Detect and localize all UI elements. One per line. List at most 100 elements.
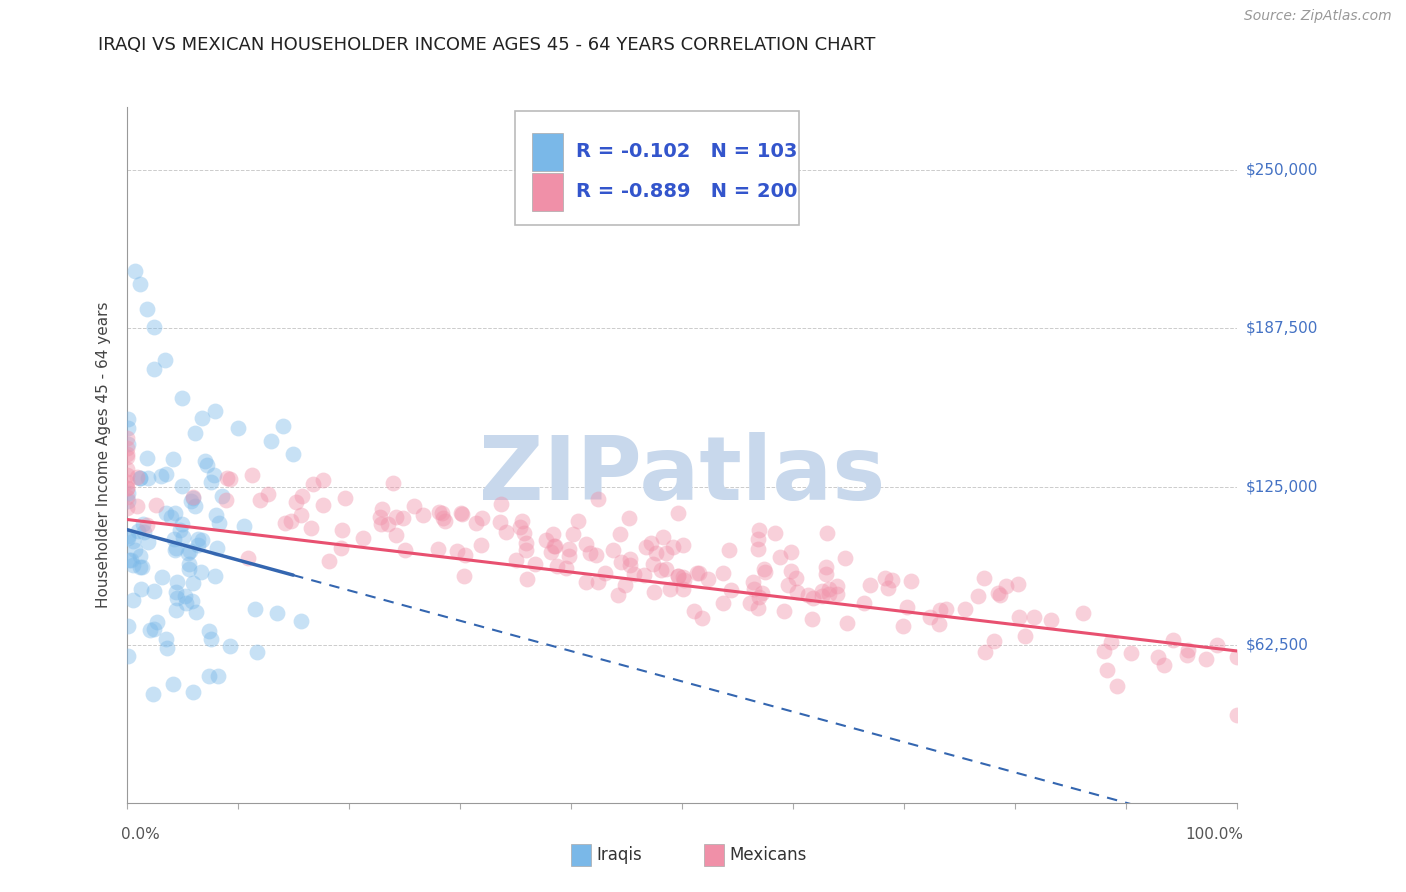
- Point: [191, 533, 214, 548]
- Point: [593, 566, 616, 580]
- Point: [197, 669, 219, 683]
- Point: [495, 525, 517, 540]
- Point: [330, 523, 353, 537]
- Point: [352, 531, 374, 545]
- Point: [432, 511, 454, 525]
- Point: [121, 533, 143, 548]
- Text: ZIPatlas: ZIPatlas: [479, 433, 884, 519]
- Point: [426, 541, 449, 556]
- Point: [1226, 650, 1249, 665]
- Point: [205, 541, 228, 555]
- Point: [610, 556, 633, 570]
- Point: [181, 685, 204, 699]
- Point: [748, 523, 770, 537]
- Point: [1092, 644, 1115, 658]
- Point: [633, 567, 655, 582]
- Point: [115, 450, 138, 464]
- Point: [124, 264, 146, 278]
- Point: [666, 569, 689, 583]
- Point: [988, 588, 1011, 602]
- Point: [163, 543, 186, 558]
- Point: [145, 498, 167, 512]
- Point: [165, 603, 187, 617]
- Point: [713, 566, 735, 580]
- Point: [127, 524, 149, 538]
- Point: [204, 467, 226, 482]
- Point: [200, 475, 222, 489]
- Point: [780, 544, 803, 558]
- Point: [672, 570, 695, 584]
- Point: [280, 514, 302, 528]
- Point: [115, 447, 138, 461]
- Point: [918, 609, 941, 624]
- Point: [218, 472, 240, 486]
- Point: [115, 475, 138, 489]
- Text: IRAQI VS MEXICAN HOUSEHOLDER INCOME AGES 45 - 64 YEARS CORRELATION CHART: IRAQI VS MEXICAN HOUSEHOLDER INCOME AGES…: [98, 36, 876, 54]
- Point: [195, 458, 218, 473]
- Point: [124, 542, 146, 557]
- Point: [120, 553, 142, 567]
- Point: [574, 574, 596, 589]
- Point: [534, 533, 557, 548]
- Point: [609, 527, 631, 541]
- Point: [274, 516, 297, 530]
- Point: [882, 574, 904, 588]
- Point: [543, 539, 565, 553]
- Point: [811, 589, 834, 603]
- Point: [169, 523, 191, 537]
- Point: [117, 421, 139, 435]
- Point: [181, 575, 204, 590]
- Point: [953, 602, 976, 616]
- Point: [240, 468, 263, 483]
- Point: [257, 487, 280, 501]
- Point: [329, 541, 352, 556]
- Point: [117, 531, 139, 545]
- Point: [115, 462, 138, 476]
- Point: [801, 591, 824, 605]
- Point: [815, 526, 838, 541]
- Point: [1205, 638, 1227, 652]
- Point: [333, 491, 356, 505]
- Point: [834, 551, 856, 566]
- Point: [567, 514, 589, 528]
- Point: [640, 536, 662, 550]
- Point: [1095, 663, 1118, 677]
- Point: [142, 687, 165, 701]
- Point: [853, 596, 876, 610]
- Point: [451, 507, 474, 521]
- Point: [672, 573, 695, 587]
- Point: [291, 489, 314, 503]
- Point: [394, 542, 416, 557]
- Point: [299, 521, 322, 535]
- Point: [1177, 648, 1199, 662]
- Point: [607, 588, 630, 602]
- Point: [672, 538, 695, 552]
- Text: $62,500: $62,500: [1246, 637, 1309, 652]
- Point: [115, 441, 138, 455]
- Point: [433, 514, 456, 528]
- Point: [245, 602, 267, 616]
- Point: [183, 490, 205, 504]
- Point: [683, 604, 706, 618]
- Point: [655, 562, 678, 576]
- Point: [515, 542, 537, 557]
- Point: [181, 594, 204, 608]
- Point: [688, 566, 710, 581]
- Point: [659, 582, 682, 597]
- Point: [747, 532, 769, 546]
- Point: [150, 468, 173, 483]
- Point: [142, 622, 165, 636]
- Point: [150, 570, 173, 584]
- Point: [135, 302, 157, 317]
- Point: [183, 499, 205, 513]
- Point: [382, 476, 405, 491]
- Point: [312, 498, 335, 512]
- Point: [1153, 658, 1175, 673]
- Point: [655, 546, 678, 560]
- Point: [1101, 634, 1123, 648]
- Point: [170, 479, 193, 493]
- Point: [211, 489, 233, 503]
- Point: [219, 640, 242, 654]
- Point: [697, 572, 720, 586]
- Point: [776, 577, 799, 591]
